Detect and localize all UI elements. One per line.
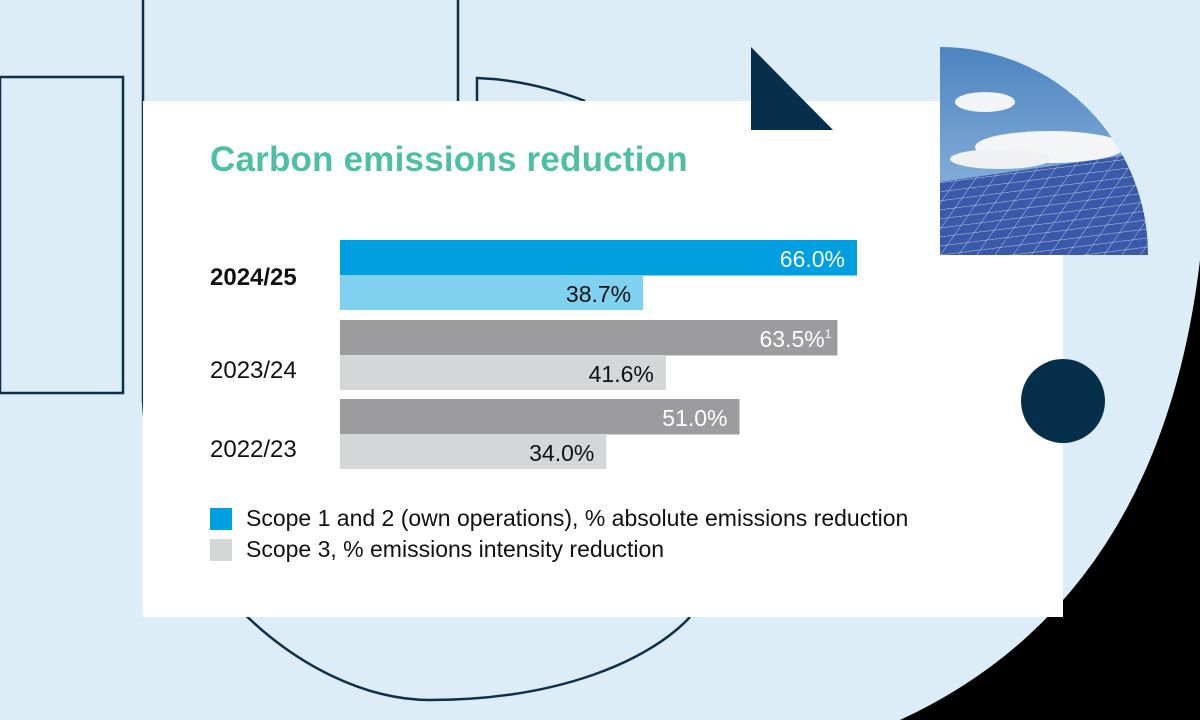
outline-rectangle — [0, 75, 125, 395]
bar — [340, 240, 857, 276]
triangle-decoration — [751, 47, 833, 130]
data-label: 38.7% — [566, 281, 631, 307]
category-label: 2022/23 — [210, 436, 297, 463]
data-label-value: 63.5% — [760, 326, 825, 352]
data-label: 34.0% — [529, 440, 594, 466]
legend-item-scope-3: Scope 3, % emissions intensity reduction — [210, 536, 664, 563]
bar — [340, 320, 838, 356]
data-label: 66.0% — [780, 246, 845, 272]
legend-swatch — [210, 507, 232, 530]
legend-label: Scope 1 and 2 (own operations), % absolu… — [246, 505, 909, 531]
data-label-value: 38.7% — [566, 281, 631, 307]
solar-panel-image — [940, 47, 1148, 255]
bar — [340, 355, 666, 390]
circle-decoration — [1021, 359, 1105, 443]
data-label: 41.6% — [589, 361, 654, 387]
legend-swatch — [210, 538, 232, 561]
legend-item-scope-1-2: Scope 1 and 2 (own operations), % absolu… — [210, 505, 908, 532]
footnote-marker: 1 — [825, 327, 832, 341]
data-label: 63.5%1 — [760, 326, 832, 352]
data-label-value: 41.6% — [589, 361, 654, 387]
bar — [340, 434, 607, 469]
data-label-value: 51.0% — [662, 405, 727, 431]
bar — [340, 275, 644, 310]
category-label: 2023/24 — [210, 357, 297, 384]
data-label-value: 34.0% — [529, 440, 594, 466]
bar — [340, 399, 740, 435]
category-label: 2024/25 — [210, 264, 297, 291]
data-label: 51.0% — [662, 405, 727, 431]
legend-label: Scope 3, % emissions intensity reduction — [246, 536, 665, 562]
data-label-value: 66.0% — [780, 246, 845, 272]
chart-title: Carbon emissions reduction — [210, 140, 688, 179]
outline-arc — [475, 76, 586, 103]
